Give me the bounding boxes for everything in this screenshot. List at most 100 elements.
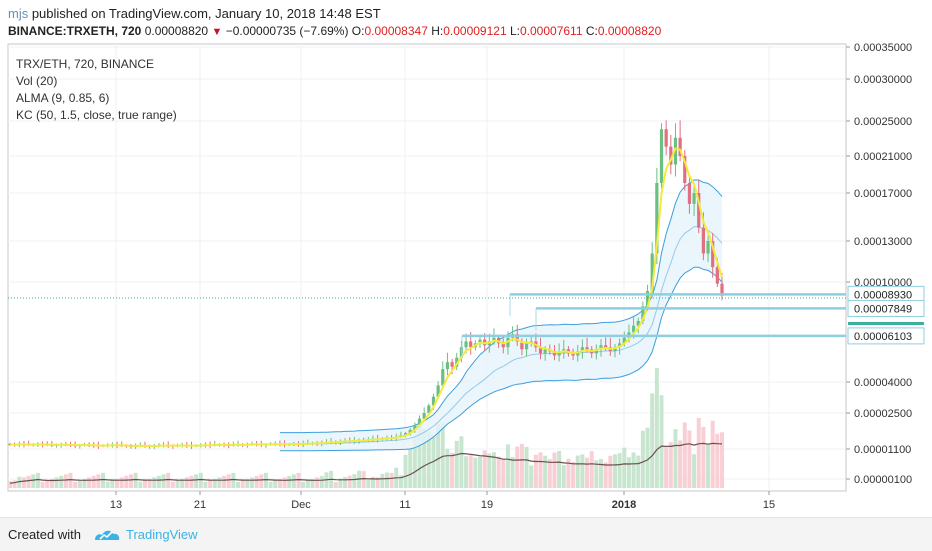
- candle-body: [618, 343, 622, 348]
- volume-bar: [370, 476, 375, 488]
- volume-bar: [35, 472, 40, 488]
- price-label: 0.00008930: [854, 289, 912, 301]
- volume-bar: [156, 475, 161, 488]
- volume-bar: [301, 481, 306, 488]
- volume-bar: [543, 455, 548, 488]
- y-tick-label: 0.00002500: [854, 408, 912, 420]
- volume-bar: [310, 478, 315, 488]
- volume-bar: [529, 465, 534, 488]
- volume-bar: [417, 425, 422, 488]
- volume-bar: [91, 475, 96, 488]
- volume-bar: [687, 430, 692, 488]
- candle-body: [711, 241, 715, 268]
- y-axis: 0.00035000 0.00030000 0.00025000 0.00021000…: [846, 42, 912, 486]
- legend-alma[interactable]: ALMA (9, 0.85, 6): [16, 91, 110, 105]
- volume-bar: [180, 478, 185, 488]
- volume-bar: [706, 444, 711, 488]
- volume-bar: [226, 474, 231, 488]
- candle-body: [562, 349, 566, 352]
- candle-body: [417, 418, 422, 426]
- candle-body: [557, 351, 561, 356]
- candle-body: [585, 347, 589, 350]
- volume-bar: [142, 480, 147, 488]
- candle-body: [701, 227, 705, 254]
- volume-bar: [664, 445, 669, 488]
- candle-body: [683, 156, 687, 183]
- volume-bar: [412, 436, 417, 488]
- volume-bar: [678, 440, 683, 488]
- volume-bar: [319, 475, 324, 488]
- legend-keltner[interactable]: KC (50, 1.5, close, true range): [16, 108, 177, 122]
- volume-bar: [557, 450, 562, 488]
- x-tick-label: Dec: [291, 499, 311, 511]
- published-text: published on TradingView.com, January 10…: [28, 6, 381, 21]
- volume-bar: [305, 480, 310, 488]
- volume-bar: [268, 481, 273, 488]
- volume-bar: [8, 481, 12, 488]
- down-arrow-icon: ▼: [211, 26, 223, 38]
- candle-body: [687, 182, 692, 204]
- volume-bar: [589, 451, 594, 488]
- volume-bar: [217, 477, 222, 488]
- volume-bar: [277, 478, 282, 488]
- price-chart[interactable]: 0.00035000 0.00030000 0.00025000 0.00021000…: [0, 0, 932, 517]
- candle-body: [655, 182, 659, 254]
- volume-bar: [580, 454, 585, 488]
- volume-bar: [491, 452, 496, 488]
- candle-body: [645, 291, 650, 307]
- volume-bar: [282, 477, 287, 488]
- candle-body: [659, 129, 664, 183]
- legend-symbol[interactable]: TRX/ETH, 720, BINANCE: [16, 57, 155, 71]
- candle-body: [422, 413, 426, 419]
- y-tick-label: 0.00000100: [854, 474, 912, 486]
- volume-bar: [599, 459, 604, 488]
- open-label: O:: [351, 24, 365, 38]
- volume-bar: [510, 456, 515, 488]
- candle-body: [501, 343, 505, 348]
- candle-body: [692, 193, 696, 204]
- y-tick-label: 0.00035000: [854, 42, 912, 54]
- volume-bar: [384, 472, 389, 488]
- volume-bar: [101, 472, 106, 488]
- candle-body: [664, 129, 668, 147]
- volume-bar: [12, 480, 17, 488]
- volume-bar: [263, 472, 268, 488]
- volume-bar: [612, 454, 617, 488]
- candle-body: [720, 283, 724, 296]
- tradingview-link[interactable]: TradingView: [126, 527, 198, 542]
- volume-bars: [8, 368, 724, 488]
- volume-bar: [222, 475, 227, 488]
- volume-bar: [468, 454, 473, 488]
- volume-bar: [482, 450, 487, 488]
- volume-bar: [152, 477, 157, 488]
- candle-body: [706, 241, 710, 254]
- price-label-box: [847, 327, 925, 345]
- candle-body: [538, 347, 543, 354]
- candle-body: [427, 405, 431, 413]
- volume-bar: [403, 454, 408, 488]
- tradingview-logo-icon[interactable]: [93, 527, 121, 543]
- candle-body: [580, 347, 584, 352]
- volume-bar: [682, 422, 687, 488]
- volume-bar: [720, 432, 724, 488]
- x-tick-label: 13: [110, 499, 122, 511]
- volume-bar: [166, 472, 171, 488]
- legend-volume[interactable]: Vol (20): [16, 74, 58, 88]
- volume-bar: [626, 457, 631, 488]
- candle-body: [459, 347, 463, 358]
- candle-body: [636, 320, 640, 326]
- volume-bar: [501, 459, 506, 488]
- horizontal-lines[interactable]: [461, 293, 846, 358]
- volume-bar: [73, 481, 78, 488]
- volume-bar: [552, 452, 557, 488]
- username[interactable]: mjs: [8, 6, 29, 21]
- volume-bar: [259, 474, 264, 488]
- y-tick-label: 0.00021000: [854, 151, 912, 163]
- candle-body: [697, 193, 701, 228]
- volume-bar: [640, 430, 645, 488]
- candle-body: [631, 325, 636, 333]
- volume-ma-line: [9, 442, 723, 484]
- volume-bar: [622, 447, 627, 488]
- volume-bar: [515, 446, 520, 488]
- volume-bar: [538, 452, 543, 488]
